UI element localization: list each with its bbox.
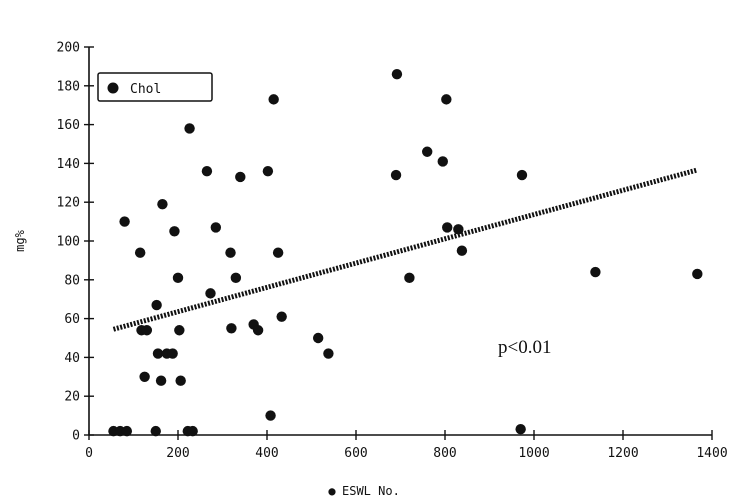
data-point [323,348,333,358]
legend-label-chol: Chol [130,82,161,97]
x-tick-label: 1400 [696,446,727,461]
trendline [113,170,696,329]
y-tick-label: 0 [72,429,80,444]
data-point [438,156,448,166]
data-point [453,224,463,234]
x-tick-label: 200 [166,446,189,461]
x-tick-label: 0 [85,446,93,461]
x-axis-title: ESWL No. [342,484,400,498]
data-point [151,426,161,436]
data-point [135,247,145,257]
y-tick-label: 180 [57,79,80,94]
data-point [273,247,283,257]
legend: Chol [98,73,212,101]
data-point [119,216,129,226]
x-tick-label: 1000 [518,446,549,461]
y-tick-label: 40 [64,351,80,366]
data-point [253,325,263,335]
data-point [235,172,245,182]
data-point [174,325,184,335]
data-point [187,426,197,436]
data-point [422,147,432,157]
y-tick-label: 160 [57,118,80,133]
data-point [515,424,525,434]
data-point [517,170,527,180]
data-point [441,94,451,104]
x-tick-label: 800 [433,446,456,461]
data-point [276,311,286,321]
data-point [169,226,179,236]
p-value-annotation: p<0.01 [498,337,551,358]
data-point [151,300,161,310]
data-point [167,348,177,358]
data-point [442,222,452,232]
data-point [225,247,235,257]
y-tick-label: 200 [57,41,80,56]
data-point [226,323,236,333]
data-point [211,222,221,232]
data-point [313,333,323,343]
trendline-layer [113,170,696,329]
x-tick-label: 1200 [607,446,638,461]
data-point [139,372,149,382]
data-point [202,166,212,176]
data-point [175,375,185,385]
data-point [184,123,194,133]
data-point [590,267,600,277]
y-axis-title: mg% [13,229,27,251]
data-point [457,246,467,256]
legend-marker-chol [108,83,119,94]
y-tick-label: 60 [64,312,80,327]
y-tick-label: 140 [57,157,80,172]
data-point [205,288,215,298]
data-point [122,426,132,436]
data-point [173,273,183,283]
y-tick-label: 100 [57,235,80,250]
data-point [391,170,401,180]
data-point [157,199,167,209]
data-point [268,94,278,104]
data-point [156,375,166,385]
points-layer [108,69,702,436]
x-tick-label: 600 [344,446,367,461]
y-tick-label: 20 [64,390,80,405]
data-point [142,325,152,335]
y-tick-label: 80 [64,273,80,288]
data-point [231,273,241,283]
data-point [692,269,702,279]
y-tick-label: 120 [57,196,80,211]
x-axis-title-group: ● ESWL No. [328,484,399,498]
x-tick-label: 400 [255,446,278,461]
data-point [263,166,273,176]
data-point [404,273,414,283]
data-point [153,348,163,358]
data-point [392,69,402,79]
data-point [265,410,275,420]
x-axis-title-marker: ● [328,484,336,498]
